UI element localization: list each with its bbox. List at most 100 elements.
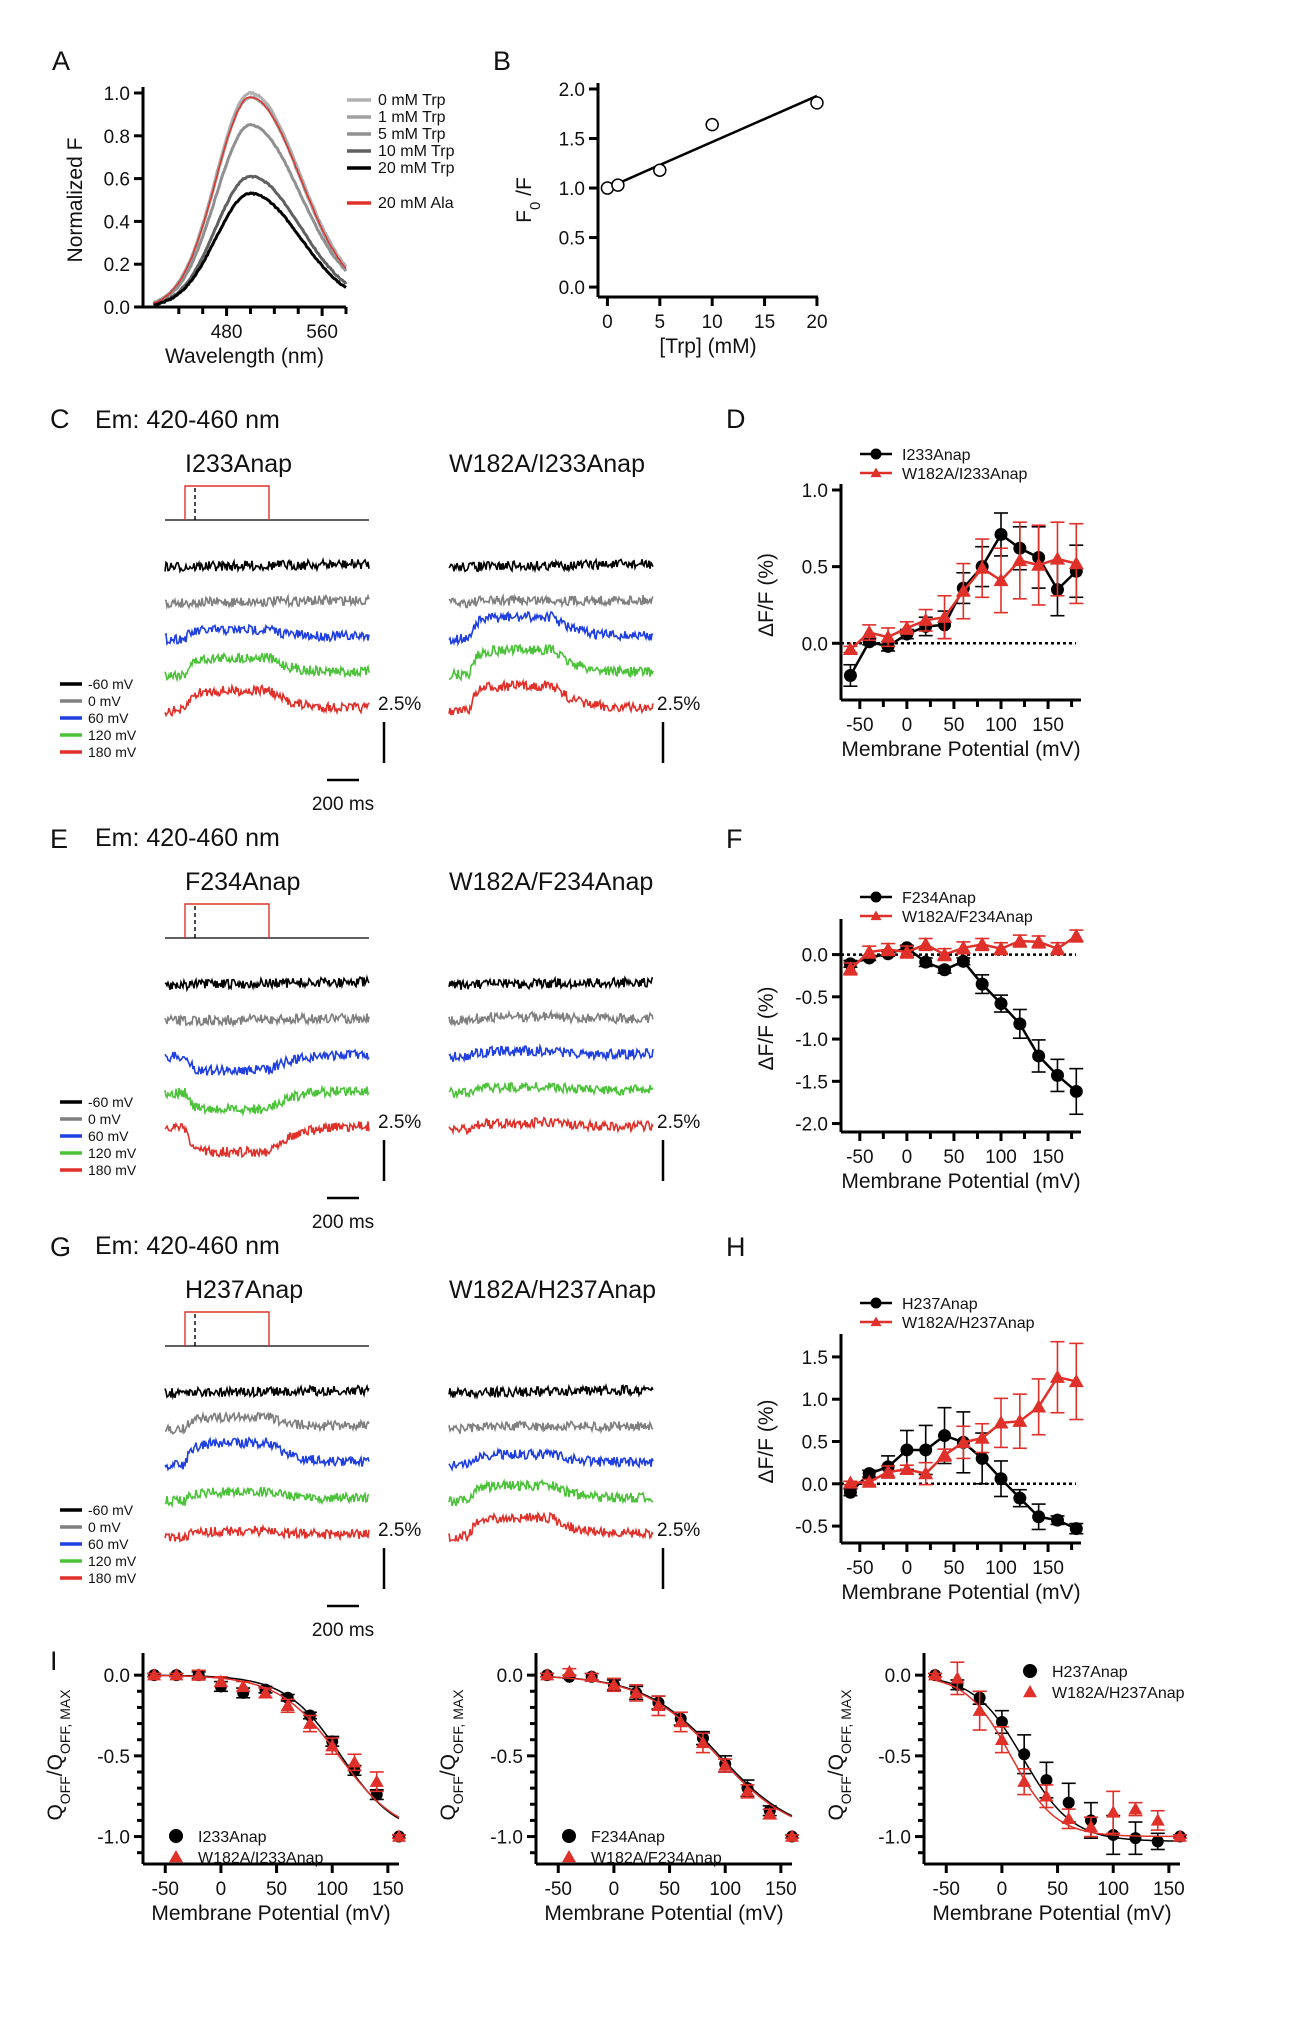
- fluorescence-trace: [448, 592, 654, 609]
- fluorescence-trace: [164, 974, 370, 993]
- data-point-triangle: [880, 1464, 896, 1478]
- legend-label: 120 mV: [88, 1145, 137, 1161]
- data-point-triangle: [1106, 1805, 1121, 1818]
- data-point-triangle: [213, 1674, 228, 1687]
- data-point-circle: [919, 955, 933, 969]
- protocol-step: [184, 903, 270, 938]
- legend-label: 120 mV: [88, 1553, 137, 1569]
- data-point-triangle: [302, 1716, 317, 1729]
- data-point-triangle: [718, 1758, 733, 1771]
- data-point-circle: [956, 954, 970, 968]
- y-tick-label: 0.5: [559, 229, 585, 250]
- legend-label: F234Anap: [591, 1829, 665, 1846]
- emission-header: Em: 420-460 nm: [95, 406, 280, 434]
- y-tick-label: 0.2: [104, 255, 130, 276]
- trace-title: F234Anap: [185, 868, 300, 896]
- x-tick-label: 150: [372, 1879, 404, 1900]
- data-point-triangle: [1039, 1789, 1054, 1802]
- data-point-circle: [975, 977, 989, 991]
- fluorescence-trace: [448, 1478, 654, 1507]
- y-axis-title: F0 /F: [513, 177, 544, 223]
- trace-group: W182A/F234Anap 2.5%: [448, 868, 700, 1181]
- data-point-triangle: [870, 467, 882, 478]
- x-tick-label: 0: [602, 312, 613, 333]
- legend-label: W182A/I233Anap: [198, 1850, 324, 1867]
- x-tick-label: 100: [985, 1147, 1017, 1168]
- x-axis-title: Wavelength (nm): [165, 345, 324, 368]
- trace-panel-g: Em: 420-460 nm H237Anap 2.5% 200 ms W182A/H2…: [60, 1232, 700, 1641]
- y-tick-label: -1.5: [795, 1072, 828, 1093]
- x-tick-label: -50: [152, 1879, 179, 1900]
- data-point-circle: [870, 1297, 882, 1309]
- data-point-triangle: [1031, 1399, 1047, 1413]
- boltzmann-fit-curve: [154, 1674, 400, 1820]
- legend-label: 180 mV: [88, 744, 137, 760]
- trace-title: I233Anap: [185, 450, 292, 478]
- y-tick-label: 0.0: [104, 1666, 130, 1687]
- fluorescence-trace: [448, 1116, 654, 1136]
- data-point-triangle: [870, 910, 882, 921]
- axes: -2.0 -1.5 -1.0 -0.5 0.0 -50 0 50 100 150Membrane …: [795, 919, 1081, 1193]
- data-point-triangle: [993, 941, 1009, 955]
- series-f234anap: [843, 941, 1084, 1116]
- series-f234anap: [540, 1669, 799, 1843]
- y-tick-label: 1.5: [802, 1348, 828, 1369]
- data-point-circle: [562, 1829, 576, 1843]
- y-tick-label: 1.0: [802, 1390, 828, 1411]
- y-tick-label: 0.0: [104, 298, 130, 319]
- data-point-triangle: [870, 1316, 882, 1327]
- fluorescence-trace: [164, 556, 370, 575]
- x-tick-label: 480: [211, 322, 243, 343]
- panel-letter-g: G: [50, 1232, 71, 1262]
- trace-group: H237Anap 2.5% 200 ms: [164, 1276, 421, 1641]
- data-point-triangle: [1173, 1829, 1187, 1842]
- protocol-step: [184, 1311, 270, 1346]
- data-point-triangle: [899, 620, 915, 634]
- fluorescence-trace: [448, 1511, 654, 1543]
- data-point-triangle: [169, 1850, 183, 1863]
- data-point-circle: [938, 1429, 952, 1443]
- data-point-triangle: [1068, 1373, 1084, 1388]
- panel-letter-c: C: [50, 404, 70, 434]
- fluorescence-trace: [448, 1382, 654, 1400]
- data-point-circle: [994, 997, 1008, 1011]
- y-tick-label: 2.0: [559, 80, 585, 101]
- data-point-triangle: [861, 625, 877, 639]
- boltzmann-fit-curve: [154, 1674, 400, 1818]
- data-point-circle: [1013, 1017, 1027, 1031]
- boltzmann-fit-curve: [934, 1678, 1180, 1842]
- x-tick-label: 0: [902, 715, 913, 736]
- panel-letter-f: F: [726, 824, 743, 854]
- x-tick-label: 100: [316, 1879, 348, 1900]
- y-tick-label: -1.0: [490, 1828, 523, 1849]
- legend: F234Anap W182A/F234Anap: [860, 890, 1033, 926]
- panel-letter-d: D: [726, 404, 746, 434]
- data-point-circle: [1151, 1835, 1164, 1848]
- legend-label: W182A/I233Anap: [902, 466, 1028, 483]
- data-point-triangle: [1128, 1802, 1143, 1815]
- data-point-circle: [900, 1443, 914, 1457]
- x-tick-label: 150: [1032, 1147, 1064, 1168]
- vertical-scale-label: 2.5%: [378, 694, 421, 715]
- data-point-triangle: [1068, 928, 1084, 942]
- data-point-triangle: [1083, 1819, 1098, 1833]
- x-tick-label: 560: [306, 322, 338, 343]
- series-line: [850, 946, 1078, 1093]
- series-w182a-f234anap: [540, 1664, 799, 1842]
- data-point-triangle: [974, 1430, 990, 1444]
- horizontal-scale-label: 200 ms: [312, 794, 374, 815]
- data-point-circle: [1040, 1774, 1053, 1787]
- data-point-triangle: [1049, 1369, 1065, 1383]
- x-tick-label: 100: [709, 1879, 741, 1900]
- data-point-circle: [1023, 1664, 1037, 1678]
- legend-label: 1 mM Trp: [378, 109, 446, 126]
- data-point-triangle: [740, 1784, 755, 1797]
- trace-title: W182A/F234Anap: [449, 868, 653, 896]
- data-point-circle: [281, 1691, 294, 1704]
- spectrum-line: [152, 191, 347, 307]
